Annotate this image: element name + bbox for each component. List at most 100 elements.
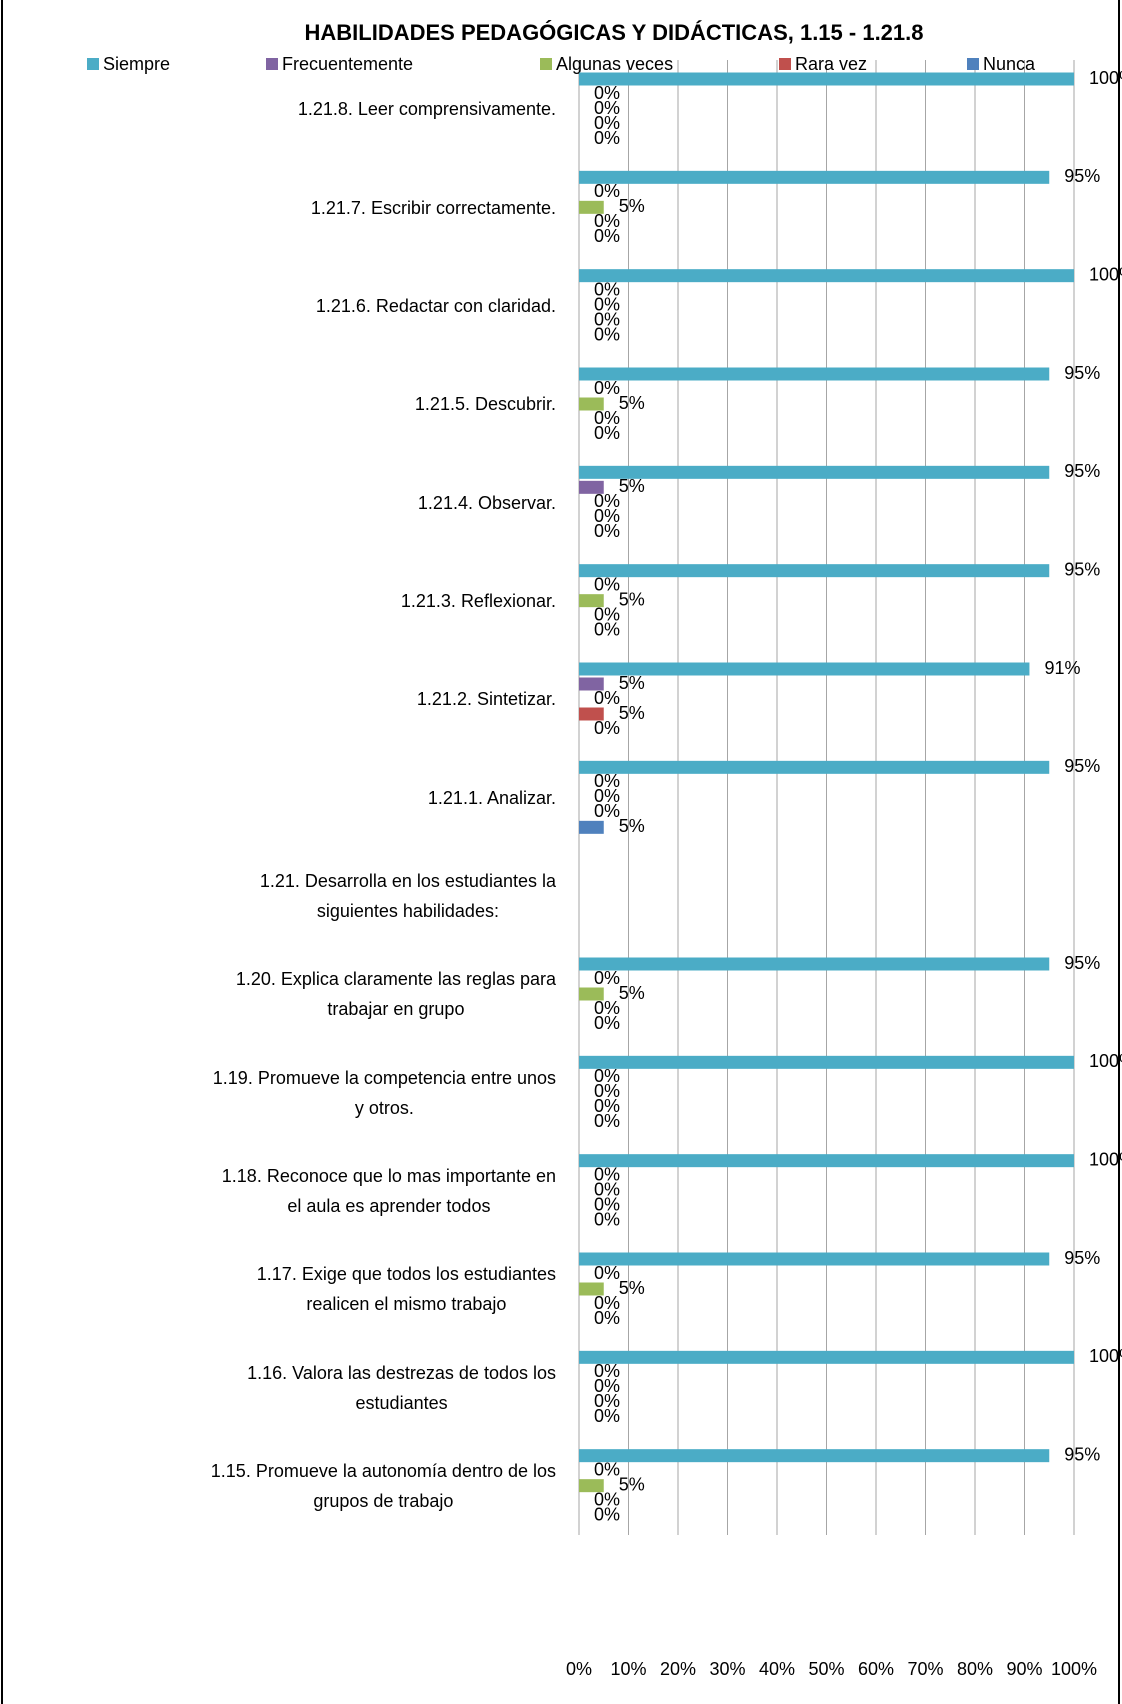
bar xyxy=(579,200,604,214)
data-label: 0% xyxy=(594,998,620,1018)
bar xyxy=(579,465,1050,479)
data-label: 0% xyxy=(594,688,620,708)
data-label: 5% xyxy=(619,983,645,1003)
data-label: 0% xyxy=(594,1489,620,1509)
data-label: 0% xyxy=(594,1179,620,1199)
bar xyxy=(579,367,1050,381)
data-label: 95% xyxy=(1064,756,1100,776)
x-tick-label: 20% xyxy=(660,1659,696,1679)
bar xyxy=(579,1479,604,1493)
category-label: 1.21.6. Redactar con claridad. xyxy=(315,295,556,316)
data-label: 0% xyxy=(594,309,620,329)
bar xyxy=(579,957,1050,971)
data-label: 0% xyxy=(594,1066,620,1086)
data-label: 0% xyxy=(594,211,620,231)
category-label: 1.21.5. Descubrir. xyxy=(414,394,556,415)
data-label: 5% xyxy=(619,703,645,723)
data-label: 0% xyxy=(594,1013,620,1033)
data-label: 0% xyxy=(594,98,620,118)
data-label: 0% xyxy=(594,521,620,541)
bar xyxy=(579,594,604,608)
legend-swatch xyxy=(779,58,791,70)
data-label: 0% xyxy=(594,801,620,821)
data-label: 0% xyxy=(594,128,620,148)
x-tick-label: 100% xyxy=(1051,1659,1097,1679)
bar xyxy=(579,760,1050,774)
data-label: 100% xyxy=(1089,1149,1122,1169)
category-label: 1.21.3. Reflexionar. xyxy=(400,590,556,611)
data-label: 0% xyxy=(594,968,620,988)
data-label: 0% xyxy=(594,786,620,806)
category-label: 1.21.4. Observar. xyxy=(417,492,556,513)
data-label: 0% xyxy=(594,1459,620,1479)
data-label: 0% xyxy=(594,1406,620,1426)
bar xyxy=(579,1154,1074,1168)
x-tick-label: 40% xyxy=(759,1659,795,1679)
legend-label: Frecuentemente xyxy=(282,54,413,74)
data-label: 5% xyxy=(619,476,645,496)
data-label: 95% xyxy=(1064,559,1100,579)
category-label: 1.21.1. Analizar. xyxy=(427,787,556,808)
data-label: 0% xyxy=(594,378,620,398)
bar xyxy=(579,269,1074,283)
x-tick-label: 30% xyxy=(709,1659,745,1679)
category-label: 1.16. Valora las destrezas de todos los … xyxy=(247,1362,556,1413)
data-label: 0% xyxy=(594,226,620,246)
bar xyxy=(579,564,1050,578)
category-label: 1.17. Exige que todos los estudiantes re… xyxy=(256,1264,556,1315)
category-label: 1.19. Promueve la competencia entre unos… xyxy=(212,1067,556,1118)
data-label: 100% xyxy=(1089,1346,1122,1366)
data-label: 0% xyxy=(594,1209,620,1229)
x-tick-label: 90% xyxy=(1006,1659,1042,1679)
data-label: 0% xyxy=(594,1391,620,1411)
legend-swatch xyxy=(967,58,979,70)
bar xyxy=(579,1449,1050,1463)
data-label: 0% xyxy=(594,1263,620,1283)
bar xyxy=(579,397,604,411)
x-tick-label: 50% xyxy=(808,1659,844,1679)
data-label: 0% xyxy=(594,1081,620,1101)
data-label: 0% xyxy=(594,423,620,443)
data-label: 0% xyxy=(594,604,620,624)
bar xyxy=(579,1350,1074,1364)
data-label: 100% xyxy=(1089,264,1122,284)
data-label: 0% xyxy=(594,1361,620,1381)
category-label: 1.21. Desarrolla en los estudiantes la s… xyxy=(259,870,556,921)
data-label: 0% xyxy=(594,181,620,201)
data-label: 0% xyxy=(594,1308,620,1328)
legend-label: Algunas veces xyxy=(556,54,673,74)
bar xyxy=(579,170,1050,184)
bar xyxy=(579,677,604,691)
bar xyxy=(579,1252,1050,1266)
category-label: 1.21.2. Sintetizar. xyxy=(416,689,556,710)
data-label: 0% xyxy=(594,279,620,299)
bar xyxy=(579,1055,1074,1069)
category-label: 1.20. Explica claramente las reglas para… xyxy=(235,969,556,1020)
data-label: 5% xyxy=(619,1278,645,1298)
data-label: 0% xyxy=(594,1376,620,1396)
data-label: 0% xyxy=(594,83,620,103)
data-label: 5% xyxy=(619,196,645,216)
data-label: 0% xyxy=(594,408,620,428)
legend-swatch xyxy=(87,58,99,70)
data-label: 0% xyxy=(594,324,620,344)
legend-label: Siempre xyxy=(103,54,170,74)
data-label: 95% xyxy=(1064,1444,1100,1464)
category-label: 1.21.7. Escribir correctamente. xyxy=(310,197,556,218)
data-label: 5% xyxy=(619,1474,645,1494)
legend-swatch xyxy=(266,58,278,70)
x-tick-label: 60% xyxy=(858,1659,894,1679)
x-tick-label: 70% xyxy=(907,1659,943,1679)
bar xyxy=(579,987,604,1001)
bar xyxy=(579,707,604,721)
bar xyxy=(579,1282,604,1296)
data-label: 0% xyxy=(594,506,620,526)
data-label: 91% xyxy=(1044,658,1080,678)
legend-label: Nunca xyxy=(983,54,1036,74)
category-label: 1.21.8. Leer comprensivamente. xyxy=(297,99,556,120)
data-label: 95% xyxy=(1064,363,1100,383)
data-label: 5% xyxy=(619,673,645,693)
data-label: 0% xyxy=(594,294,620,314)
